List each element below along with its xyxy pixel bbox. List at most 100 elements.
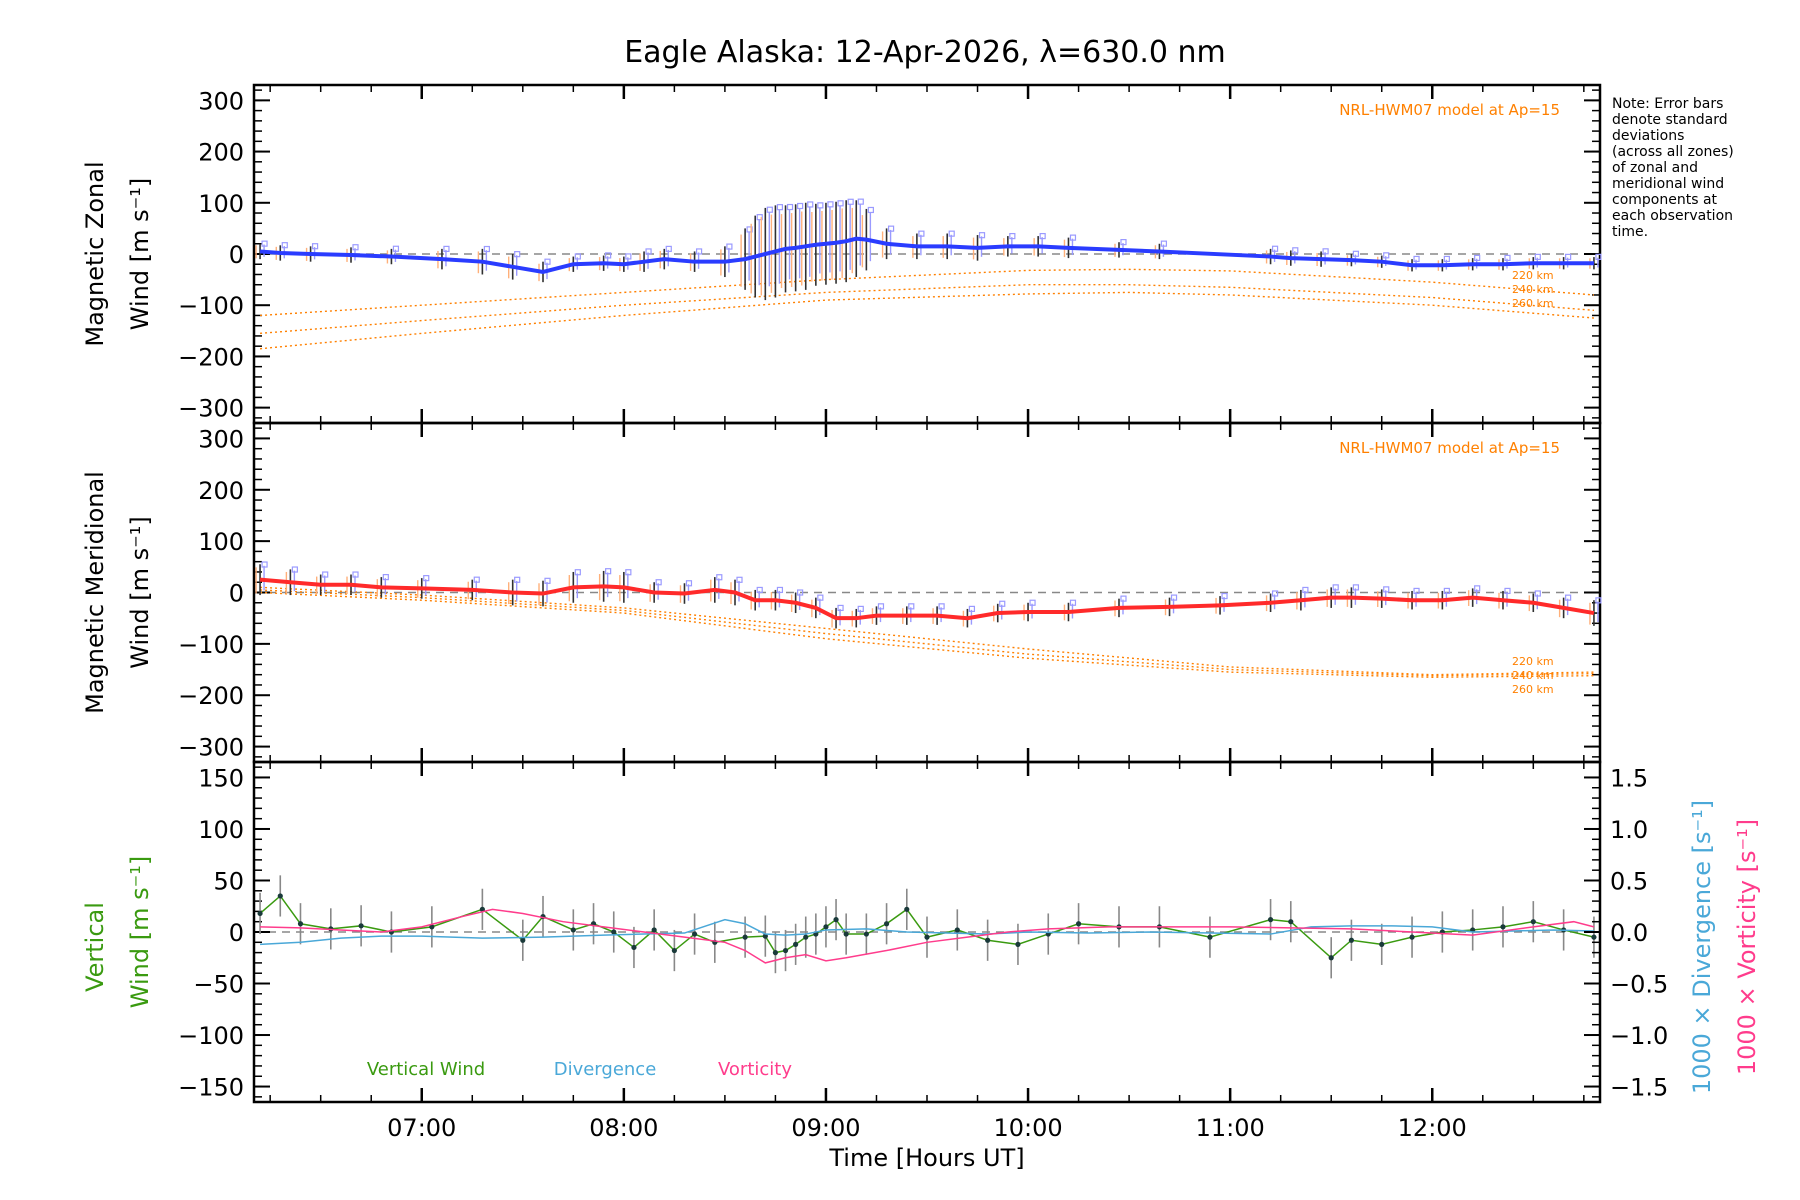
- zone-marker: [645, 248, 652, 255]
- zone-marker: [1120, 239, 1127, 246]
- zone-marker: [1302, 586, 1309, 594]
- vertical-wind-point: [631, 944, 637, 951]
- zone-marker: [1352, 250, 1360, 257]
- vertical-wind-point: [429, 924, 435, 930]
- note-line: denote standard: [1612, 112, 1728, 128]
- vertical-wind-point: [1348, 937, 1355, 943]
- x-tick-label: 12:00: [1398, 1114, 1467, 1142]
- y2-tick-label: −0.5: [1610, 971, 1668, 999]
- vertical-wind-point: [358, 923, 364, 929]
- vertical-wind-point: [1530, 919, 1536, 925]
- zone-marker: [1292, 247, 1299, 254]
- zone-marker: [665, 245, 672, 252]
- note-line: Note: Error bars: [1612, 96, 1723, 112]
- vertical-wind-point: [924, 934, 930, 940]
- vertical-wind-point: [651, 927, 657, 933]
- vertical-wind-point: [611, 929, 617, 935]
- series-line-vertical: [259, 894, 1595, 959]
- vertical-wind-point: [1500, 924, 1506, 930]
- vertical-wind-point: [257, 910, 263, 917]
- x-axis-title: Time [Hours UT]: [828, 1144, 1024, 1172]
- zone-marker: [544, 577, 551, 584]
- zone-marker: [1170, 594, 1178, 601]
- zone-marker: [786, 203, 794, 211]
- zone-marker: [938, 603, 945, 610]
- zone-marker: [766, 206, 773, 213]
- panel-vertical: 150 100 50 0 −50 −100 −150 Vertical Wind [m s⁻¹]…: [81, 760, 1761, 1172]
- model-curve: [260, 268, 1594, 317]
- zone-marker: [625, 253, 632, 260]
- y2-axis-title-vorticity: 1000 × Vorticity [s⁻¹]: [1733, 819, 1761, 1075]
- model-curve: [260, 591, 1594, 678]
- zone-marker: [1271, 245, 1279, 252]
- vertical-wind-point: [297, 921, 304, 927]
- vertical-wind-point: [1015, 941, 1021, 947]
- zone-marker: [716, 574, 723, 581]
- zone-marker: [1069, 599, 1077, 606]
- zone-marker: [1504, 254, 1511, 262]
- y-tick-label: −100: [178, 631, 244, 659]
- altitude-label: 260 km: [1512, 683, 1554, 696]
- x-tick-label: 07:00: [387, 1114, 456, 1142]
- y-tick-label: −100: [178, 292, 244, 320]
- zone-marker: [746, 226, 753, 233]
- vertical-wind-point: [863, 931, 869, 937]
- zone-marker: [443, 245, 450, 252]
- zone-marker: [837, 604, 844, 612]
- y-tick-label: 150: [198, 764, 244, 792]
- zone-marker: [605, 568, 612, 575]
- y-axis-title-line2: Wind [m s⁻¹]: [126, 856, 154, 1008]
- zone-marker: [877, 603, 885, 610]
- zone-marker: [1413, 255, 1420, 263]
- vertical-wind-point: [772, 950, 779, 956]
- y-tick-label: 300: [198, 425, 244, 453]
- zone-marker: [1160, 240, 1168, 247]
- zone-marker: [1413, 587, 1420, 595]
- y-tick-label: −200: [178, 682, 244, 710]
- zone-marker: [473, 576, 480, 583]
- vertical-wind-point: [843, 931, 849, 937]
- zone-marker: [1595, 597, 1602, 604]
- zone-marker: [1443, 255, 1450, 263]
- legend-item: Vertical Wind: [367, 1059, 485, 1080]
- zone-marker: [968, 605, 976, 612]
- note-line: time.: [1612, 224, 1648, 240]
- vertical-wind-point: [691, 931, 698, 937]
- vorticity-line: [260, 908, 1595, 964]
- altitude-label: 240 km: [1512, 669, 1554, 682]
- zone-marker: [756, 586, 763, 594]
- vertical-wind-point: [671, 947, 677, 954]
- vertical-wind-point: [1591, 934, 1597, 940]
- vertical-wind-point: [833, 917, 839, 923]
- y-tick-label: −200: [178, 343, 244, 371]
- zone-marker: [1534, 590, 1541, 597]
- note-line: components at: [1612, 192, 1718, 208]
- altitude-label: 240 km: [1512, 283, 1554, 296]
- y-axis-title-line1: Vertical: [81, 902, 109, 992]
- y-tick-label: −300: [178, 734, 244, 762]
- y-tick-label: 300: [198, 87, 244, 115]
- zone-marker: [423, 575, 430, 582]
- zone-marker: [847, 198, 854, 205]
- zone-marker: [544, 258, 551, 265]
- y2-tick-label: 0.0: [1610, 919, 1648, 947]
- zone-marker: [1009, 232, 1016, 240]
- zone-marker: [1383, 252, 1390, 259]
- zone-marker: [352, 244, 359, 251]
- y-tick-label: 100: [198, 190, 244, 218]
- zone-marker: [807, 201, 814, 208]
- zone-marker: [1474, 585, 1481, 592]
- zone-marker: [726, 243, 733, 250]
- vertical-wind-point: [570, 927, 576, 933]
- x-tick-label: 09:00: [791, 1114, 860, 1142]
- zone-marker: [1474, 254, 1481, 262]
- zone-marker: [1565, 594, 1572, 601]
- zone-marker: [837, 200, 844, 207]
- zone-marker: [1534, 253, 1541, 260]
- model-label: NRL-HWM07 model at Ap=15: [1339, 101, 1560, 119]
- zone-marker: [1504, 587, 1511, 595]
- zone-marker: [887, 225, 895, 232]
- zone-marker: [291, 566, 298, 573]
- x-tick-label: 11:00: [1196, 1114, 1265, 1142]
